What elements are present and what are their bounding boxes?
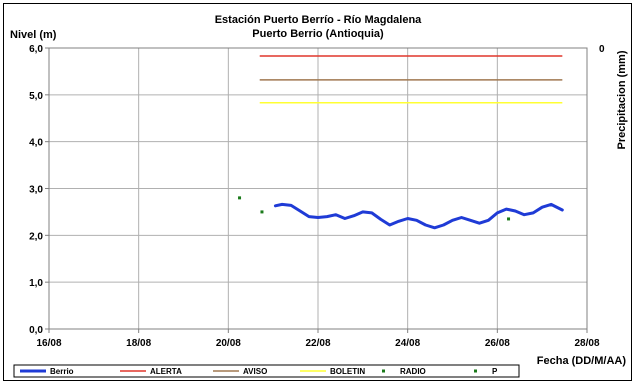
y2-axis-title: Precipitacion (mm): [616, 50, 628, 149]
y2-tick-label: 0: [599, 44, 605, 55]
x-tick-label: 16/08: [36, 338, 61, 349]
chart-subtitle: Puerto Berrio (Antioquia): [252, 28, 384, 40]
x-tick-label: 24/08: [395, 338, 420, 349]
series-radio-point: [238, 196, 242, 200]
x-tick-label: 20/08: [216, 338, 241, 349]
y-tick-label: 4,0: [29, 138, 43, 149]
legend-label-radio: RADIO: [400, 367, 426, 376]
x-axis-title: Fecha (DD/M/AA): [537, 355, 627, 367]
legend-label-p: P: [492, 367, 498, 376]
legend: Berrio ALERTA AVISO BOLETIN RADIO P: [13, 364, 520, 378]
legend-label-boletin: BOLETIN: [330, 367, 365, 376]
legend-label-aviso: AVISO: [243, 367, 267, 376]
legend-marker-p: [474, 369, 477, 373]
chart-title: Estación Puerto Berrío - Río Magdalena: [215, 14, 422, 26]
x-tick-label: 22/08: [305, 338, 330, 349]
x-tick-label: 18/08: [126, 338, 151, 349]
series-radio-point: [507, 217, 511, 221]
y-tick-label: 1,0: [29, 278, 43, 289]
y-tick-label: 3,0: [29, 185, 43, 196]
x-tick-label: 28/08: [574, 338, 599, 349]
y-tick-label: 6,0: [29, 44, 43, 55]
x-tick-label: 26/08: [485, 338, 510, 349]
legend-label-alerta: ALERTA: [150, 367, 182, 376]
y-axis-title: Nivel (m): [10, 29, 57, 41]
legend-box: [13, 364, 520, 378]
legend-marker-radio: [382, 369, 385, 373]
y-tick-label: 0,0: [29, 325, 43, 336]
series-radio-point: [260, 210, 264, 214]
y-tick-label: 2,0: [29, 231, 43, 242]
y-tick-label: 5,0: [29, 91, 43, 102]
legend-label-berrio: Berrio: [50, 367, 74, 376]
series-berrio-line: [273, 202, 564, 230]
